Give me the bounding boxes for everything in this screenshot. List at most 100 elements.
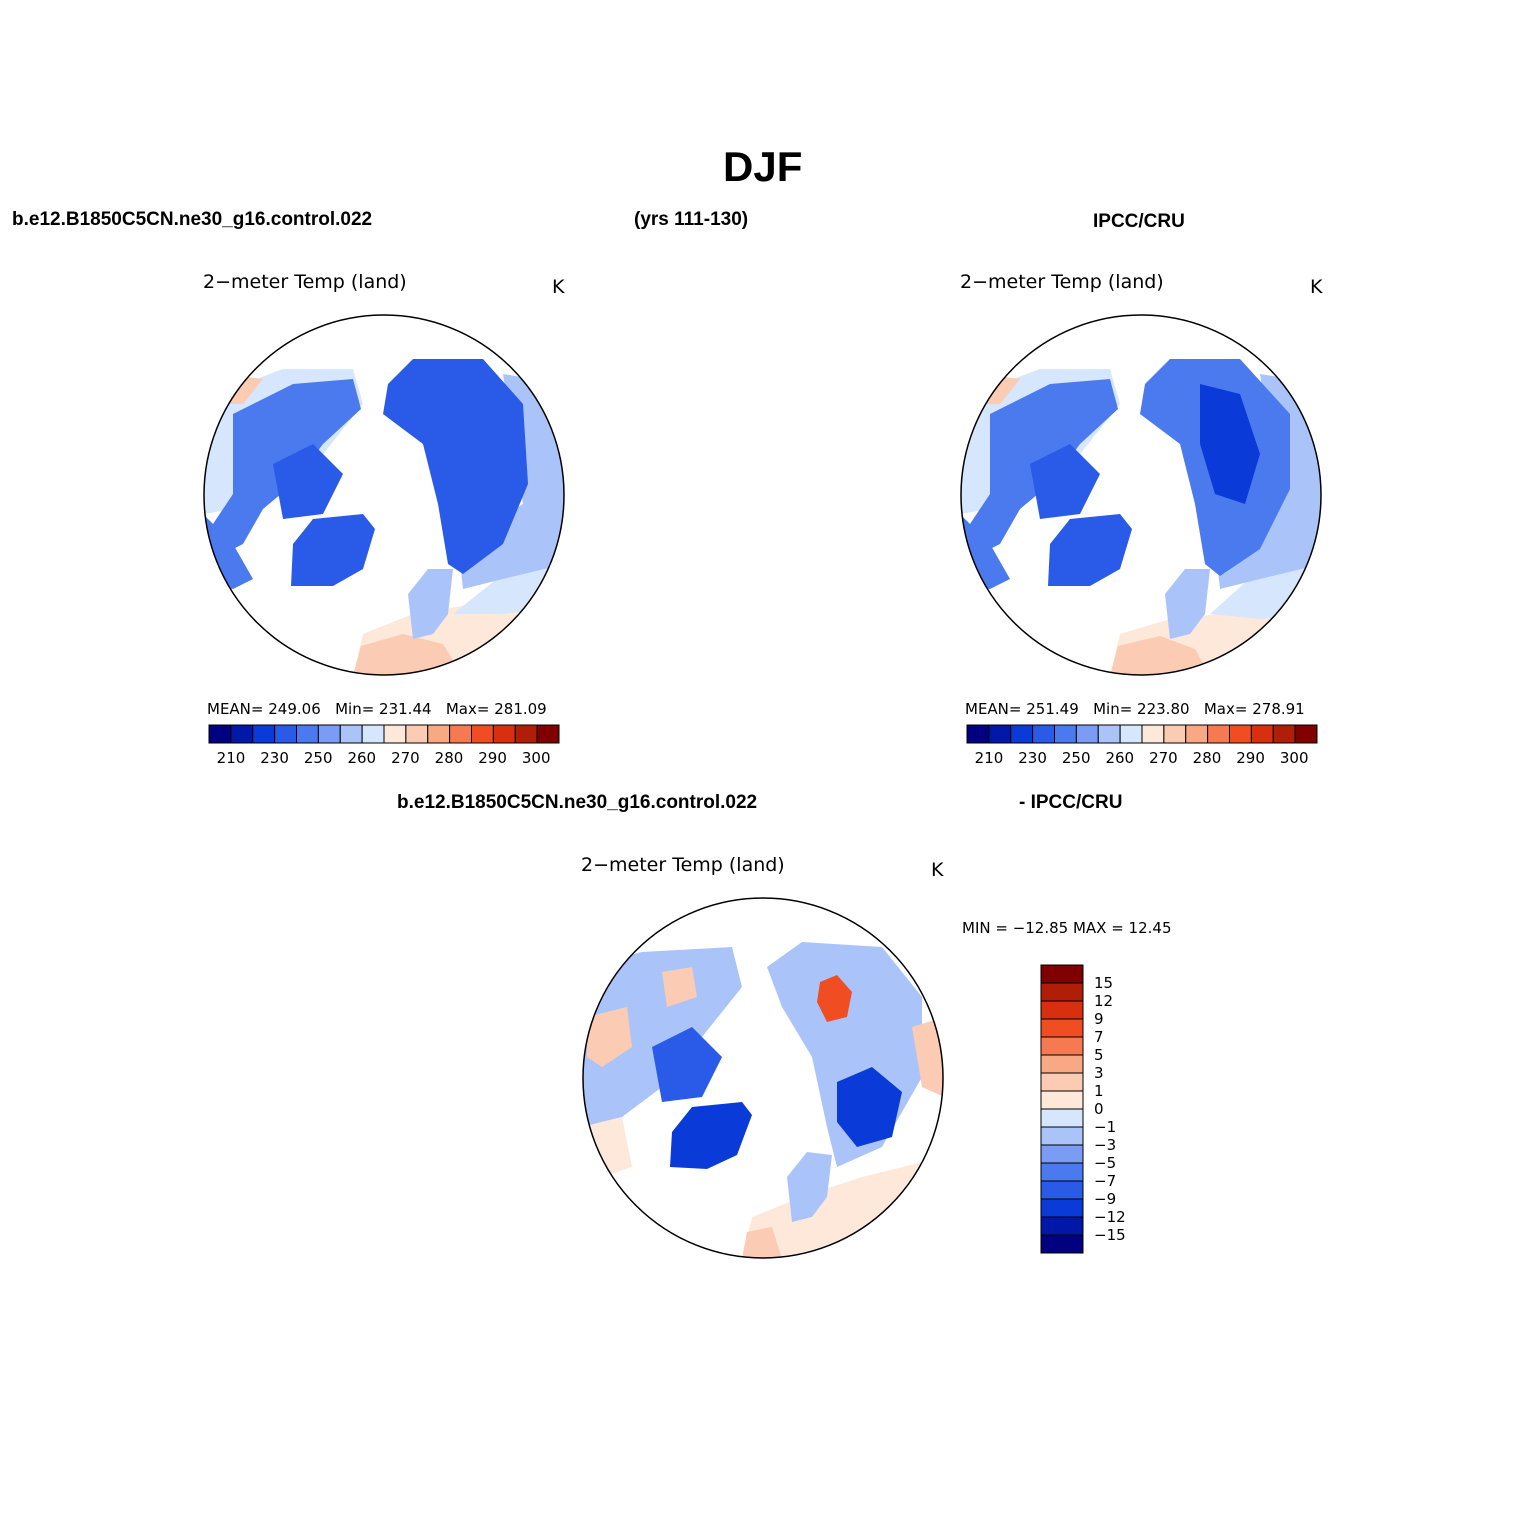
colorbar-swatch — [427, 724, 451, 744]
colorbar-label: 290 — [478, 749, 507, 767]
panel2-colorbar: 210 230 250 260 270 280 290 300 — [966, 724, 1318, 767]
diff-region-central-asia-cold — [837, 1067, 902, 1147]
colorbar-label: 210 — [975, 749, 1004, 767]
colorbar-swatch — [1207, 724, 1230, 744]
panel2-map — [960, 314, 1322, 676]
colorbar-swatch — [514, 724, 538, 744]
colorbar-swatch — [405, 724, 429, 744]
colorbar-swatch — [1040, 1090, 1084, 1110]
colorbar-label: 280 — [435, 749, 464, 767]
diff-region-greenland — [670, 1102, 752, 1169]
temp-region-scandinavia — [1165, 569, 1210, 639]
obs-name-label: IPCC/CRU — [1093, 211, 1185, 232]
colorbar-label: 270 — [1149, 749, 1178, 767]
colorbar-label: 260 — [347, 749, 376, 767]
temp-region-arctic-islands — [1030, 444, 1100, 519]
colorbar-swatch — [1185, 724, 1209, 744]
colorbar-swatch — [296, 724, 319, 744]
panel3-minmax: MIN = −12.85 MAX = 12.45 — [962, 919, 1172, 937]
colorbar-swatch — [1040, 982, 1084, 1002]
colorbar-swatch — [1250, 724, 1274, 744]
colorbar-label: 15 — [1094, 974, 1113, 992]
colorbar-swatch — [1294, 724, 1318, 744]
diff-obs-label: - IPCC/CRU — [1019, 792, 1123, 813]
colorbar-label: 5 — [1094, 1046, 1104, 1064]
colorbar-swatch — [1141, 724, 1165, 744]
colorbar-swatch — [1040, 1000, 1084, 1020]
colorbar-label: −3 — [1094, 1136, 1116, 1154]
panel3-units: K — [931, 859, 944, 881]
colorbar-label: 250 — [304, 749, 333, 767]
colorbar-swatch — [1040, 1036, 1084, 1056]
colorbar-swatch — [988, 724, 1012, 744]
colorbar-swatch — [1229, 724, 1252, 744]
map-boundary — [960, 314, 1322, 676]
diff-region-siberia-warm — [817, 975, 852, 1022]
panel1-min-label: Min= — [335, 700, 375, 718]
colorbar-swatch — [361, 724, 385, 744]
colorbar-swatch — [1040, 1198, 1084, 1218]
temp-region-greenland — [1048, 514, 1132, 586]
colorbar-swatch — [471, 724, 494, 744]
colorbar-swatch — [449, 724, 472, 744]
colorbar-swatch — [1040, 1108, 1084, 1128]
colorbar-swatch — [966, 724, 990, 744]
colorbar-swatch — [536, 724, 560, 744]
colorbar-swatch — [230, 724, 254, 744]
panel1-max-value: 281.09 — [494, 700, 547, 718]
colorbar-swatch — [274, 724, 297, 744]
panel2-max-value: 278.91 — [1252, 700, 1305, 718]
colorbar-swatch — [1040, 1054, 1084, 1074]
case-name-label: b.e12.B1850C5CN.ne30_g16.control.022 — [12, 209, 373, 230]
colorbar-swatch — [1040, 1072, 1084, 1092]
panel3-title: 2−meter Temp (land) — [581, 854, 785, 876]
temp-region-greenland — [291, 514, 375, 586]
temp-region-arctic-islands — [273, 444, 343, 519]
colorbar-label: 12 — [1094, 992, 1113, 1010]
colorbar-label: −1 — [1094, 1118, 1116, 1136]
colorbar-label: 290 — [1236, 749, 1265, 767]
temp-region-europe-warm — [1110, 636, 1210, 675]
panel1-stats: MEAN= 249.06 Min= 231.44 Max= 281.09 — [207, 700, 547, 718]
colorbar-label: 3 — [1094, 1064, 1104, 1082]
map-boundary — [582, 897, 944, 1259]
diff-region-canada-warm2 — [662, 967, 697, 1007]
colorbar-swatch — [1040, 1216, 1084, 1236]
colorbar-swatch — [1097, 724, 1121, 744]
diff-region-canada — [583, 947, 742, 1127]
colorbar-swatch — [1040, 1234, 1084, 1254]
colorbar-label: 270 — [391, 749, 420, 767]
colorbar-swatch — [1040, 1162, 1084, 1182]
panel1-units: K — [552, 276, 565, 298]
colorbar-swatch — [1163, 724, 1187, 744]
panel2-mean-label: MEAN= — [965, 700, 1022, 718]
colorbar-swatch — [1040, 1144, 1084, 1164]
panel1-colorbar: 210 230 250 260 270 280 290 300 — [208, 724, 560, 767]
diff-case-label: b.e12.B1850C5CN.ne30_g16.control.022 — [397, 792, 758, 813]
colorbar-label: 300 — [1280, 749, 1309, 767]
diff-region-europe-warm — [742, 1227, 782, 1258]
panel2-stats: MEAN= 251.49 Min= 223.80 Max= 278.91 — [965, 700, 1305, 718]
colorbar-swatch — [1075, 724, 1099, 744]
temp-region-siberia — [383, 359, 528, 574]
colorbar-label: 300 — [522, 749, 551, 767]
colorbar-swatch — [317, 724, 341, 744]
diff-region-canada-warm — [587, 1007, 632, 1067]
colorbar-label: 260 — [1105, 749, 1134, 767]
panel1-min-value: 231.44 — [379, 700, 432, 718]
panel1-mean-value: 249.06 — [268, 700, 321, 718]
colorbar-label: −5 — [1094, 1154, 1116, 1172]
colorbar-swatch — [1119, 724, 1143, 744]
colorbar-swatch — [1040, 1126, 1084, 1146]
colorbar-swatch — [208, 724, 232, 744]
diff-region-scandinavia — [787, 1152, 832, 1222]
colorbar-label: −9 — [1094, 1190, 1116, 1208]
colorbar-label: −7 — [1094, 1172, 1116, 1190]
temp-region-scandinavia — [408, 569, 453, 639]
panel2-mean-value: 251.49 — [1026, 700, 1079, 718]
colorbar-swatch — [1010, 724, 1034, 744]
colorbar-label: 1 — [1094, 1082, 1104, 1100]
colorbar-swatch — [1272, 724, 1296, 744]
colorbar-swatch — [1040, 1018, 1084, 1038]
